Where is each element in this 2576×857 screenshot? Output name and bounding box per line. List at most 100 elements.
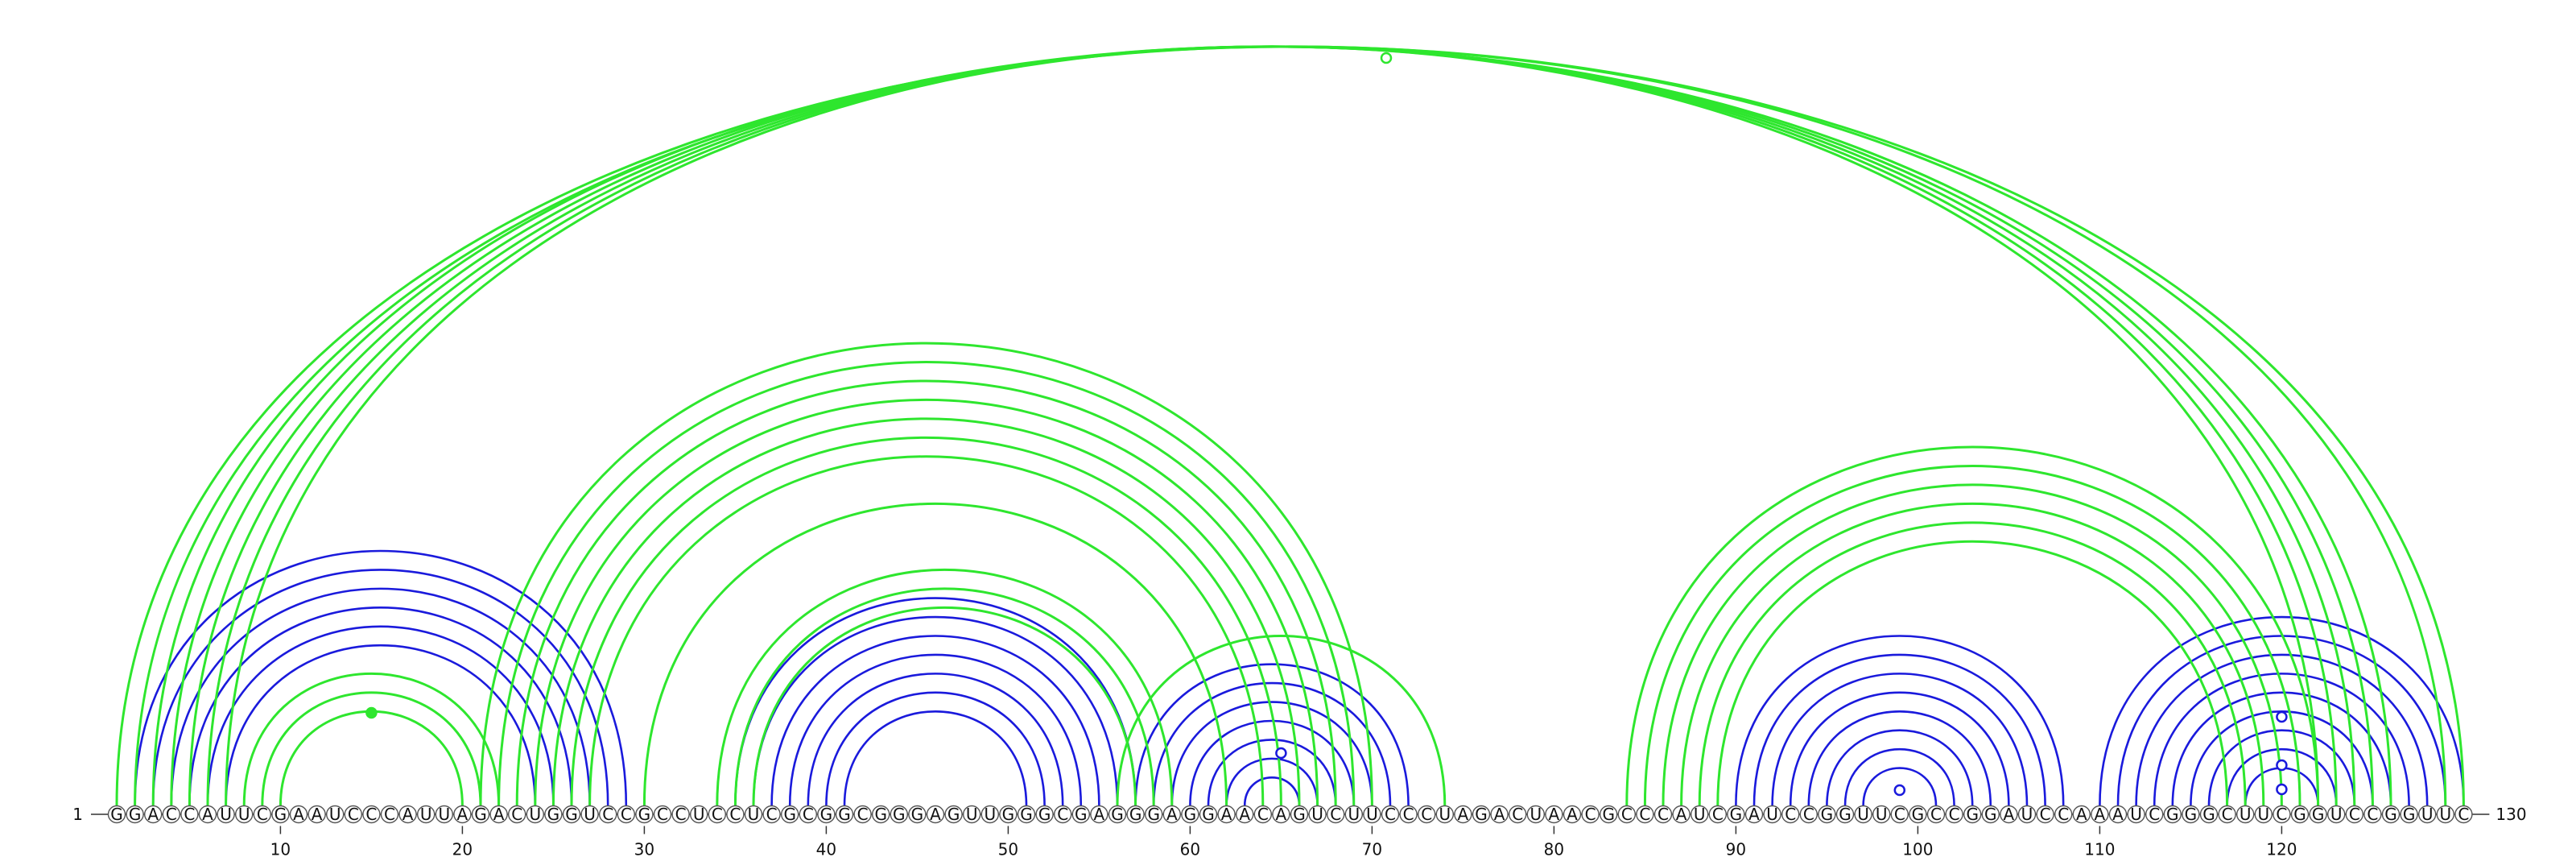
nucleotide: U bbox=[1308, 805, 1327, 824]
nucleotide: G bbox=[1818, 805, 1836, 824]
nucleotide: U bbox=[526, 805, 544, 824]
svg-text:A: A bbox=[402, 805, 414, 824]
nucleotide: C bbox=[708, 805, 726, 824]
svg-text:C: C bbox=[803, 805, 814, 824]
nucleotide: C bbox=[1508, 805, 1527, 824]
svg-text:G: G bbox=[1912, 805, 1925, 824]
nucleotide: C bbox=[2054, 805, 2073, 824]
svg-text:G: G bbox=[838, 805, 851, 824]
svg-text:G: G bbox=[275, 805, 287, 824]
blue-marker bbox=[1893, 784, 1906, 797]
svg-text:G: G bbox=[1984, 805, 1997, 824]
svg-text:C: C bbox=[1894, 805, 1905, 824]
svg-text:G: G bbox=[1111, 805, 1124, 824]
svg-text:C: C bbox=[1421, 805, 1432, 824]
nucleotide: U bbox=[435, 805, 453, 824]
svg-text:C: C bbox=[2276, 805, 2287, 824]
blue-arc bbox=[134, 549, 628, 806]
nucleotide: C bbox=[1381, 805, 1400, 824]
nucleotide: G bbox=[1909, 805, 1927, 824]
nucleotide: C bbox=[2345, 805, 2364, 824]
svg-text:U: U bbox=[1530, 805, 1542, 824]
svg-text:G: G bbox=[947, 805, 960, 824]
svg-text:C: C bbox=[2040, 805, 2051, 824]
svg-text:G: G bbox=[2166, 805, 2179, 824]
svg-text:50: 50 bbox=[998, 840, 1018, 857]
blue-marker bbox=[2276, 759, 2288, 772]
svg-text:A: A bbox=[2112, 805, 2124, 824]
green-arc bbox=[1643, 465, 2301, 806]
tick: 20 bbox=[452, 826, 473, 857]
svg-text:A: A bbox=[2095, 805, 2106, 824]
nucleotide: U bbox=[2254, 805, 2273, 824]
green-arc bbox=[206, 45, 2338, 806]
blue-arc bbox=[1243, 776, 1301, 806]
svg-text:G: G bbox=[1821, 805, 1834, 824]
nucleotide: G bbox=[1181, 805, 1199, 824]
nucleotide: C bbox=[1653, 805, 1673, 824]
nucleotide: U bbox=[326, 805, 345, 824]
svg-text:30: 30 bbox=[634, 840, 654, 857]
tick: 50 bbox=[998, 826, 1018, 857]
nucleotide: U bbox=[1344, 805, 1364, 824]
svg-text:G: G bbox=[1147, 805, 1160, 824]
svg-text:C: C bbox=[1785, 805, 1796, 824]
svg-text:U: U bbox=[1766, 805, 1778, 824]
nucleotide: A bbox=[398, 805, 417, 824]
nucleotide: A bbox=[1454, 805, 1472, 824]
svg-text:G: G bbox=[1839, 805, 1852, 824]
nucleotide: A bbox=[308, 805, 326, 824]
nucleotide: G bbox=[1108, 805, 1127, 824]
nucleotide: A bbox=[926, 805, 945, 824]
nucleotide: C bbox=[2273, 805, 2291, 824]
svg-text:10: 10 bbox=[270, 840, 291, 857]
svg-text:C: C bbox=[365, 805, 377, 824]
blue-arc bbox=[2226, 747, 2338, 806]
svg-text:A: A bbox=[1567, 805, 1578, 824]
nucleotide: G bbox=[999, 805, 1018, 824]
svg-text:C: C bbox=[2149, 805, 2160, 824]
svg-text:G: G bbox=[1293, 805, 1306, 824]
nucleotide: G bbox=[271, 805, 290, 824]
svg-text:120: 120 bbox=[2266, 840, 2297, 857]
svg-text:A: A bbox=[1239, 805, 1250, 824]
nucleotide: A bbox=[198, 805, 217, 824]
green-arcs bbox=[115, 45, 2465, 806]
nucleotide: G bbox=[126, 805, 144, 824]
blue-arc bbox=[734, 597, 1137, 806]
svg-text:A: A bbox=[1549, 805, 1560, 824]
svg-text:G: G bbox=[1184, 805, 1197, 824]
svg-text:G: G bbox=[911, 805, 924, 824]
nucleotide: A bbox=[2091, 805, 2109, 824]
blue-arcs bbox=[134, 549, 2465, 806]
nucleotide: U bbox=[980, 805, 1000, 824]
nucleotide: G bbox=[781, 805, 799, 824]
green-arc bbox=[1116, 634, 1447, 806]
svg-text:U: U bbox=[1311, 805, 1323, 824]
svg-text:A: A bbox=[2076, 805, 2087, 824]
svg-text:A: A bbox=[312, 805, 323, 824]
green-arc bbox=[134, 45, 2447, 806]
svg-text:U: U bbox=[1876, 805, 1888, 824]
blue-arc bbox=[206, 625, 555, 806]
svg-text:U: U bbox=[2439, 805, 2451, 824]
svg-text:G: G bbox=[783, 805, 796, 824]
svg-text:U: U bbox=[420, 805, 432, 824]
green-arc bbox=[716, 569, 1174, 806]
nucleotide: U bbox=[217, 805, 235, 824]
svg-text:A: A bbox=[1676, 805, 1687, 824]
svg-text:G: G bbox=[547, 805, 560, 824]
svg-text:G: G bbox=[1475, 805, 1488, 824]
svg-text:G: G bbox=[2312, 805, 2325, 824]
svg-text:U: U bbox=[1439, 805, 1451, 824]
svg-text:G: G bbox=[2384, 805, 2397, 824]
blue-arc bbox=[1789, 691, 2010, 806]
svg-text:C: C bbox=[675, 805, 687, 824]
svg-text:A: A bbox=[1276, 805, 1287, 824]
svg-text:G: G bbox=[129, 805, 142, 824]
svg-text:U: U bbox=[693, 805, 705, 824]
tick: 110 bbox=[2084, 826, 2115, 857]
tick: 90 bbox=[1726, 826, 1746, 857]
svg-text:A: A bbox=[293, 805, 304, 824]
svg-text:C: C bbox=[1330, 805, 1341, 824]
